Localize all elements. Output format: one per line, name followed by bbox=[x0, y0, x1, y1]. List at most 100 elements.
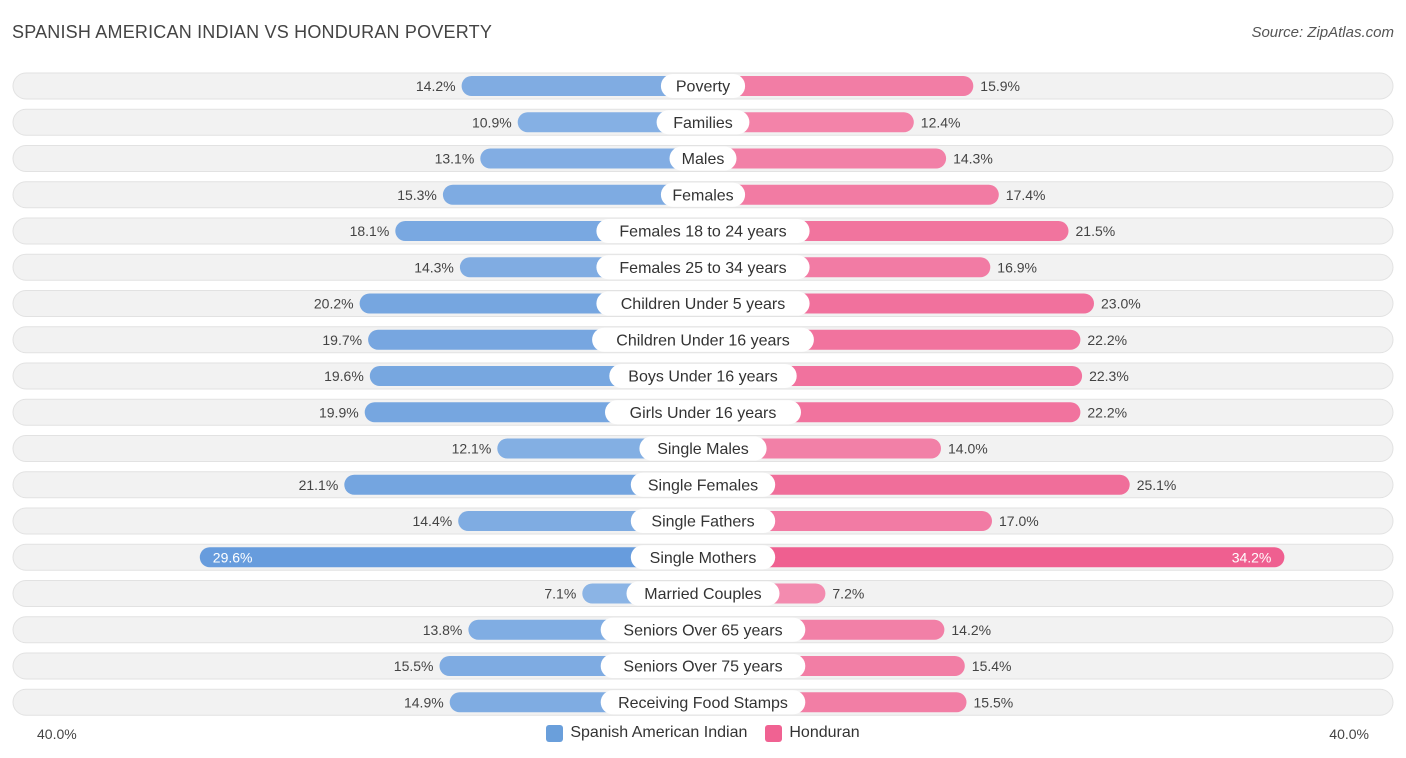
value-label-left: 19.9% bbox=[319, 404, 359, 420]
legend: Spanish American Indian Honduran bbox=[0, 724, 1406, 742]
bar-spanish-american-indian bbox=[461, 76, 703, 96]
bar-spanish-american-indian bbox=[344, 474, 703, 495]
value-label-right: 14.2% bbox=[951, 622, 991, 638]
value-label-left: 20.2% bbox=[314, 296, 354, 312]
category-pill bbox=[596, 255, 810, 280]
value-label-left: 14.2% bbox=[416, 78, 456, 94]
category-pill bbox=[630, 472, 776, 497]
value-label-right: 17.4% bbox=[1006, 187, 1046, 203]
bar-honduran bbox=[703, 112, 914, 133]
category-pill bbox=[605, 400, 801, 425]
bar-honduran bbox=[703, 76, 974, 96]
category-label: Poverty bbox=[676, 79, 730, 96]
value-label-right: 15.5% bbox=[974, 694, 1014, 710]
value-label-right: 7.2% bbox=[832, 586, 864, 602]
category-pill bbox=[596, 291, 810, 316]
legend-label-right: Honduran bbox=[789, 724, 860, 741]
value-label-right: 22.2% bbox=[1087, 404, 1127, 420]
category-label: Single Fathers bbox=[651, 514, 754, 531]
chart-row: 15.3% 17.4% Females bbox=[12, 181, 1394, 209]
chart-row: 15.5% 15.4% Seniors Over 75 years bbox=[12, 652, 1394, 680]
category-label: Seniors Over 65 years bbox=[623, 622, 782, 639]
chart-canvas: 14.2% 15.9% Poverty 10.9% 12.4% Families 13.1%… bbox=[12, 72, 1394, 716]
category-pill bbox=[630, 545, 776, 570]
value-label-left: 13.8% bbox=[423, 622, 463, 638]
legend-label-left: Spanish American Indian bbox=[570, 724, 748, 741]
category-pill bbox=[630, 509, 776, 533]
chart-row: 10.9% 12.4% Families bbox=[12, 108, 1394, 136]
value-label-right: 17.0% bbox=[999, 513, 1039, 529]
legend-swatch-left bbox=[546, 724, 564, 742]
value-label-left: 19.6% bbox=[324, 368, 364, 384]
value-label-right: 21.5% bbox=[1076, 223, 1116, 239]
value-label-right: 14.0% bbox=[948, 441, 988, 457]
chart-row: 12.1% 14.0% Single Males bbox=[12, 435, 1394, 462]
category-label: Receiving Food Stamps bbox=[618, 695, 788, 712]
value-label-left: 7.1% bbox=[544, 586, 576, 602]
chart-title: SPANISH AMERICAN INDIAN VS HONDURAN POVE… bbox=[12, 22, 493, 42]
bar-spanish-american-indian bbox=[517, 112, 703, 133]
value-label-left: 13.1% bbox=[435, 151, 475, 167]
chart-row: 20.2% 23.0% Children Under 5 years bbox=[12, 290, 1394, 317]
category-label: Families bbox=[673, 115, 733, 132]
category-pill bbox=[609, 364, 797, 388]
bar-honduran bbox=[703, 547, 1285, 568]
chart-row: 19.6% 22.3% Boys Under 16 years bbox=[12, 362, 1394, 390]
bar-honduran bbox=[703, 184, 999, 205]
category-label: Seniors Over 75 years bbox=[623, 659, 782, 676]
value-label-right: 22.2% bbox=[1087, 332, 1127, 348]
category-label: Single Mothers bbox=[650, 550, 757, 567]
category-label: Females bbox=[672, 187, 733, 204]
category-pill bbox=[660, 182, 746, 207]
chart-row: 19.9% 22.2% Girls Under 16 years bbox=[12, 398, 1394, 426]
value-label-right: 25.1% bbox=[1137, 477, 1177, 493]
category-label: Boys Under 16 years bbox=[628, 369, 777, 386]
chart-row: 18.1% 21.5% Females 18 to 24 years bbox=[12, 217, 1394, 245]
chart-row: 14.3% 16.9% Females 25 to 34 years bbox=[12, 253, 1394, 281]
value-label-left: 14.4% bbox=[412, 513, 452, 529]
legend-item-left[interactable]: Spanish American Indian bbox=[546, 724, 747, 742]
chart-row: 29.6% 34.2% Single Mothers bbox=[12, 543, 1394, 571]
legend-swatch-right bbox=[765, 724, 783, 742]
category-label: Married Couples bbox=[644, 586, 761, 603]
value-label-left: 18.1% bbox=[350, 223, 390, 239]
value-label-left: 10.9% bbox=[472, 114, 512, 130]
category-pill bbox=[596, 219, 810, 243]
category-label: Single Females bbox=[648, 477, 758, 494]
value-label-right: 15.9% bbox=[980, 78, 1020, 94]
category-pill bbox=[592, 327, 814, 352]
value-label-left: 19.7% bbox=[322, 332, 362, 348]
category-pill bbox=[600, 690, 806, 715]
value-label-left: 15.3% bbox=[397, 187, 437, 203]
value-label-right: 14.3% bbox=[953, 151, 993, 167]
bar-honduran bbox=[703, 366, 1083, 386]
value-label-left: 14.9% bbox=[404, 694, 444, 710]
value-label-left: 12.1% bbox=[452, 441, 492, 457]
category-pill bbox=[669, 146, 737, 171]
bar-honduran bbox=[703, 474, 1130, 495]
bar-spanish-american-indian bbox=[442, 184, 703, 205]
value-label-left: 21.1% bbox=[299, 477, 339, 493]
category-pill bbox=[600, 617, 806, 642]
axis-label-right: 40.0% bbox=[1329, 726, 1369, 742]
value-label-right: 34.2% bbox=[1232, 549, 1272, 565]
value-label-left: 14.3% bbox=[414, 259, 454, 275]
bar-spanish-american-indian bbox=[199, 547, 704, 568]
chart-row: 14.4% 17.0% Single Fathers bbox=[12, 507, 1394, 535]
value-label-right: 23.0% bbox=[1101, 296, 1141, 312]
category-label: Males bbox=[682, 151, 725, 168]
category-label: Females 25 to 34 years bbox=[619, 260, 786, 277]
bar-honduran bbox=[703, 148, 947, 169]
category-label: Girls Under 16 years bbox=[630, 405, 777, 422]
category-pill bbox=[656, 110, 750, 135]
axis-label-left: 40.0% bbox=[37, 726, 77, 742]
chart-row: 19.7% 22.2% Children Under 16 years bbox=[12, 326, 1394, 354]
category-pill bbox=[626, 581, 780, 606]
category-label: Single Males bbox=[657, 441, 749, 458]
category-pill bbox=[639, 436, 767, 461]
chart-row: 14.2% 15.9% Poverty bbox=[12, 72, 1394, 100]
bar-honduran bbox=[703, 511, 992, 531]
chart-row: 13.1% 14.3% Males bbox=[12, 145, 1394, 172]
legend-item-right[interactable]: Honduran bbox=[765, 724, 860, 742]
chart-row: 14.9% 15.5% Receiving Food Stamps bbox=[12, 688, 1394, 716]
